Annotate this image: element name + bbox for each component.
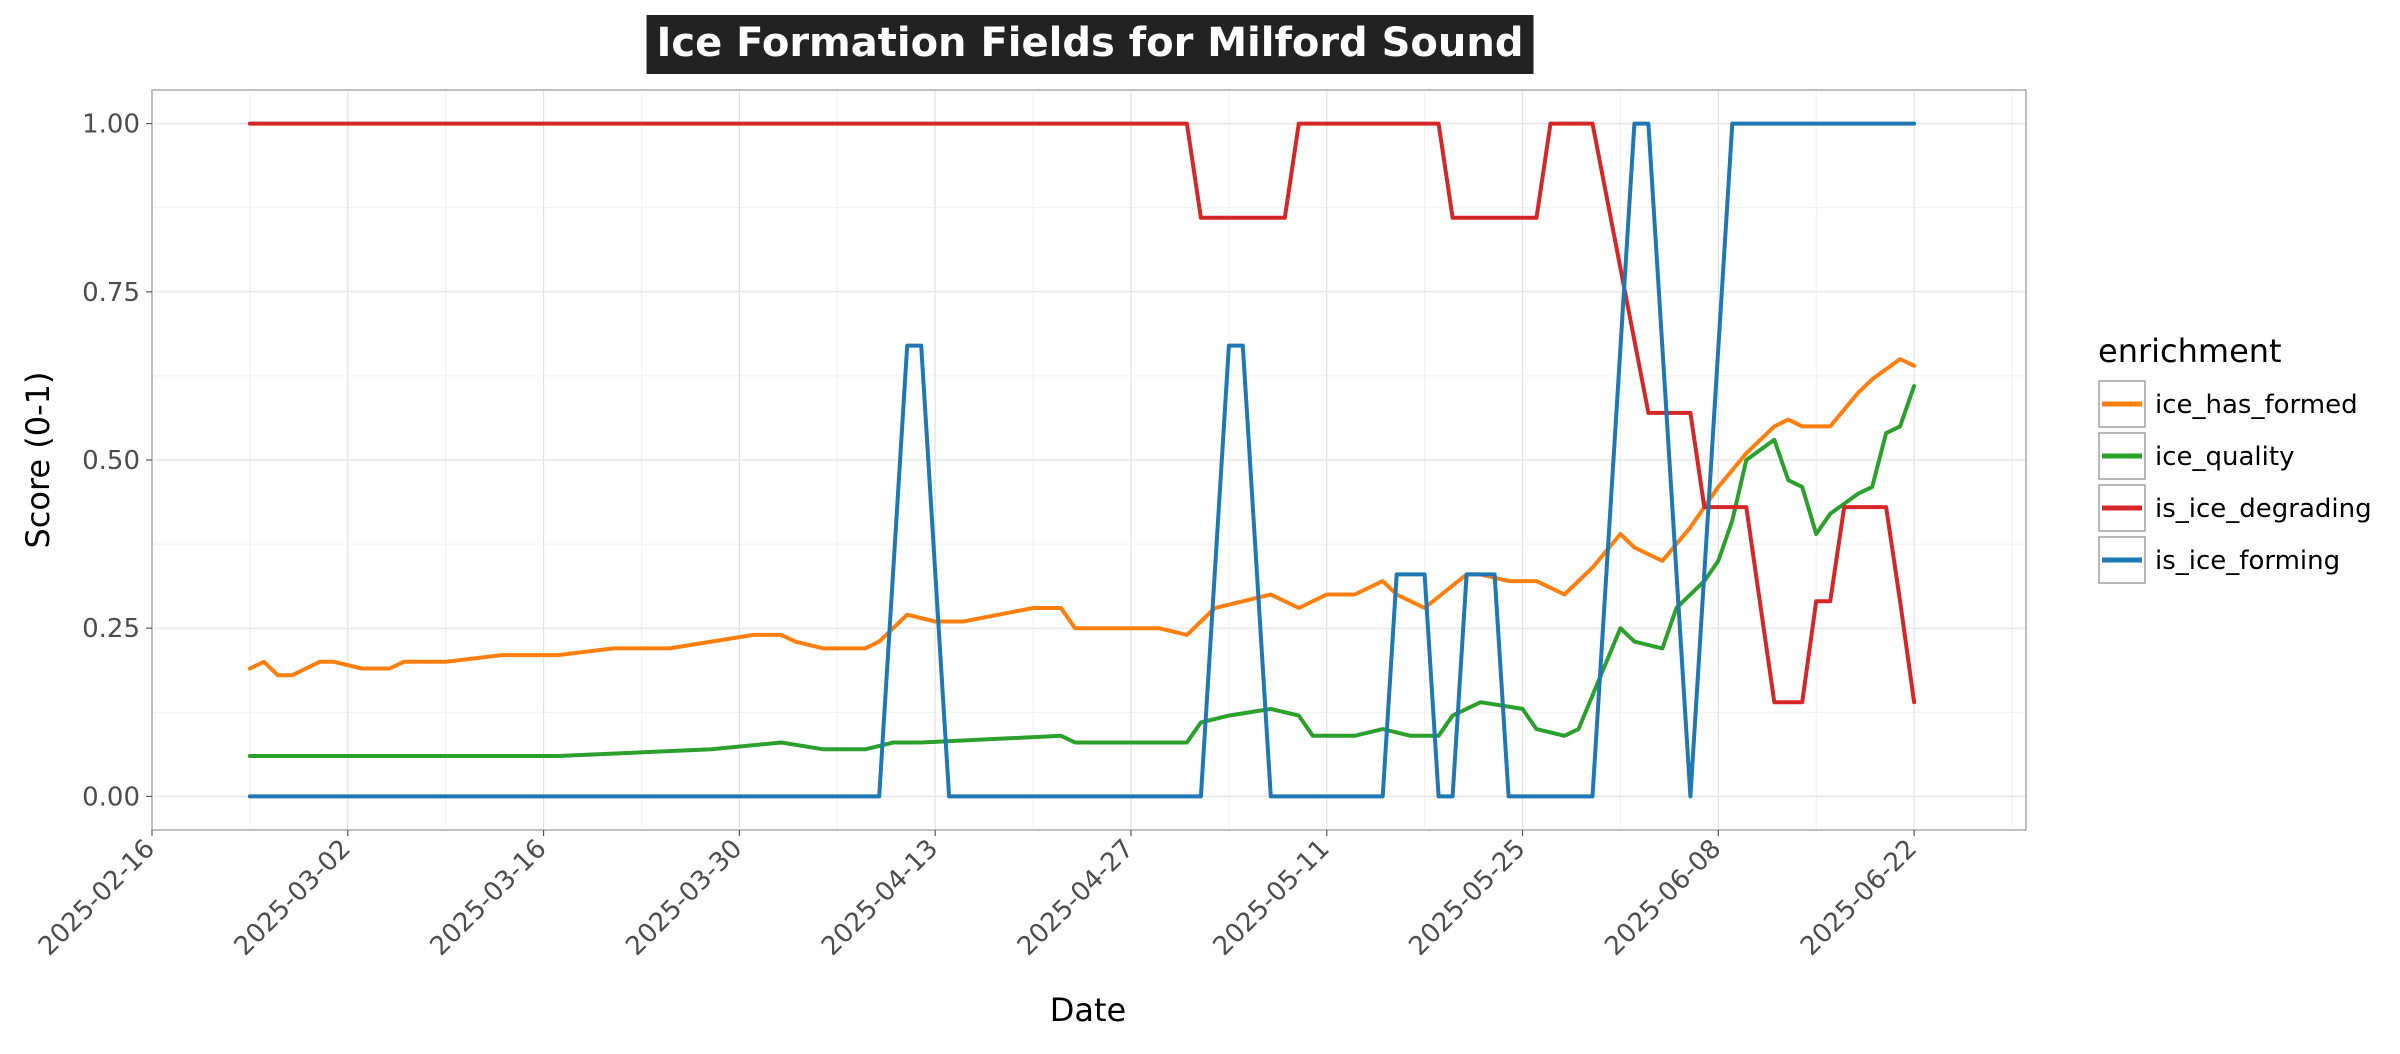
legend-item-ice-quality: ice_quality <box>2098 432 2294 480</box>
legend-label: ice_quality <box>2155 442 2294 472</box>
series-line-ice-has-formed <box>247 357 1917 678</box>
y-tick-label: 1.00 <box>82 110 140 140</box>
legend-items: ice_has_formed ice_quality is_ice_degradin… <box>2098 380 2372 584</box>
legend-item-ice-has-formed: ice_has_formed <box>2098 380 2358 428</box>
y-tick-label: 0.25 <box>82 614 140 644</box>
series-line-ice-quality <box>247 384 1917 758</box>
legend: enrichment ice_has_formed ice_quality is_i… <box>2098 332 2372 584</box>
legend-label: is_ice_degrading <box>2155 494 2372 524</box>
series-line-is-ice-degrading <box>247 121 1917 705</box>
y-tick-label: 0.50 <box>82 446 140 476</box>
y-axis-label: Score (0-1) <box>19 371 57 548</box>
x-axis-label: Date <box>1050 991 1126 1029</box>
series-line-is-ice-forming <box>247 121 1917 799</box>
y-tick-label: 0.00 <box>82 782 140 812</box>
legend-item-is-ice-forming: is_ice_forming <box>2098 536 2340 584</box>
legend-label: is_ice_forming <box>2155 546 2340 576</box>
y-axis-ticks: 0.00 0.25 0.50 0.75 1.00 <box>82 110 152 812</box>
series-lines <box>247 121 1917 799</box>
chart-title-background <box>646 15 1534 74</box>
chart-title: Ice Formation Fields for Milford Sound <box>657 20 1524 66</box>
legend-label: ice_has_formed <box>2155 390 2358 420</box>
legend-item-is-ice-degrading: is_ice_degrading <box>2098 484 2372 532</box>
legend-title: enrichment <box>2098 332 2282 370</box>
y-tick-label: 0.75 <box>82 278 140 308</box>
